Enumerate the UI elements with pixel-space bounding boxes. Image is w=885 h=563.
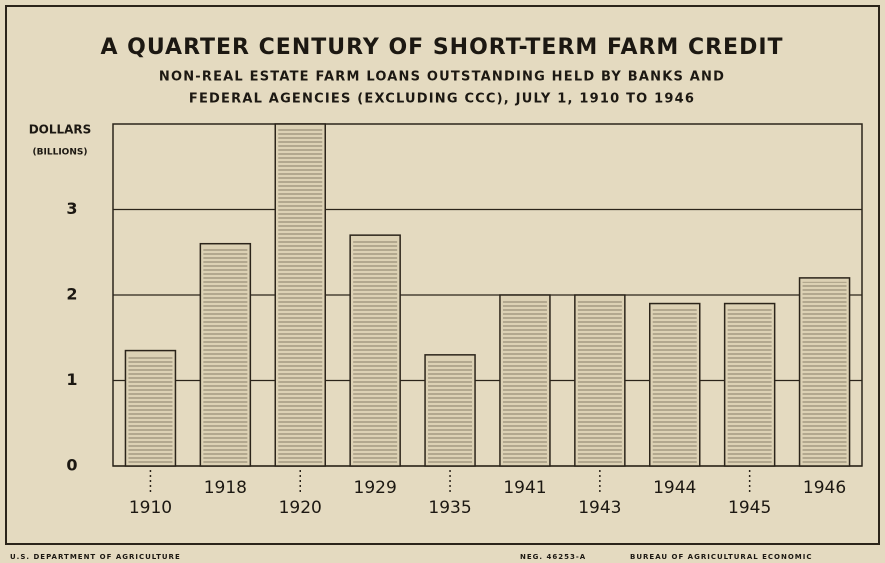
chart: A QUARTER CENTURY OF SHORT-TERM FARM CRE…: [0, 0, 885, 563]
footer-left: U.S. DEPARTMENT OF AGRICULTURE: [10, 553, 181, 561]
bar-texture: [653, 308, 697, 464]
y-tick-label: 0: [66, 456, 77, 475]
x-tick-label: 1935: [428, 498, 471, 518]
y-tick-label: 3: [66, 199, 77, 218]
chart-subtitle: NON-REAL ESTATE FARM LOANS OUTSTANDING H…: [159, 70, 725, 85]
x-tick-label: 1941: [503, 478, 546, 498]
bar-texture: [278, 128, 322, 464]
bar-texture: [128, 355, 172, 464]
footer-neg: NEG. 46253-A: [520, 553, 586, 561]
bar-texture: [353, 239, 397, 464]
page: A QUARTER CENTURY OF SHORT-TERM FARM CRE…: [0, 0, 885, 563]
x-tick-label: 1943: [578, 498, 621, 518]
y-axis-label: DOLLARS: [29, 123, 92, 137]
bar-texture: [728, 308, 772, 464]
x-tick-label: 1910: [129, 498, 172, 518]
bar-texture: [803, 282, 847, 464]
chart-subtitle: FEDERAL AGENCIES (EXCLUDING CCC), JULY 1…: [189, 92, 695, 107]
x-tick-label: 1920: [279, 498, 322, 518]
x-tick-label: 1944: [653, 478, 696, 498]
x-tick-label: 1945: [728, 498, 771, 518]
bar-texture: [578, 299, 622, 464]
bar-texture: [428, 359, 472, 464]
y-tick-label: 2: [66, 285, 77, 304]
x-tick-label: 1929: [354, 478, 397, 498]
footer-right: BUREAU OF AGRICULTURAL ECONOMIC: [630, 553, 813, 561]
bar-texture: [203, 248, 247, 464]
y-axis-label: (BILLIONS): [33, 148, 88, 158]
bar-texture: [503, 299, 547, 464]
chart-title: A QUARTER CENTURY OF SHORT-TERM FARM CRE…: [100, 35, 783, 60]
y-tick-label: 1: [66, 370, 77, 389]
x-tick-label: 1918: [204, 478, 247, 498]
x-tick-label: 1946: [803, 478, 846, 498]
